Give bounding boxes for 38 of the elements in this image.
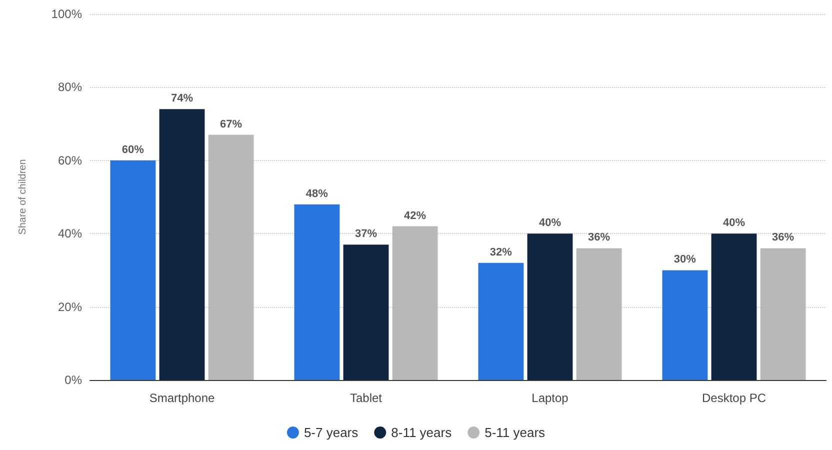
bar	[208, 134, 254, 380]
y-tick-label: 0%	[64, 373, 82, 387]
bar	[392, 226, 438, 380]
data-label: 36%	[588, 232, 610, 244]
bar	[711, 234, 757, 380]
bar	[343, 244, 389, 380]
data-label: 48%	[306, 188, 328, 200]
data-label: 60%	[122, 144, 144, 156]
data-label: 40%	[538, 217, 562, 230]
data-label: 74%	[170, 92, 194, 105]
y-tick-label: 60%	[58, 153, 82, 168]
data-label: 30%	[674, 254, 696, 266]
legend-label: 8-11 years	[391, 425, 452, 440]
data-label: 67%	[220, 118, 242, 130]
bar	[110, 160, 156, 380]
bar	[527, 234, 573, 380]
data-label: 36%	[772, 232, 794, 244]
y-tick-label: 100%	[51, 7, 82, 21]
data-label: 32%	[490, 246, 512, 258]
y-tick-label: 80%	[58, 80, 82, 94]
y-tick-label: 20%	[58, 300, 82, 314]
bar	[294, 204, 340, 380]
legend-label: 5-7 years	[304, 425, 359, 440]
x-tick-label: Smartphone	[149, 391, 216, 405]
data-label: 40%	[722, 217, 746, 230]
bar	[159, 109, 205, 380]
bar	[662, 270, 708, 380]
x-tick-label: Laptop	[532, 391, 569, 405]
bar	[576, 248, 622, 380]
y-tick-label: 40%	[58, 226, 82, 241]
data-label: 37%	[354, 228, 378, 240]
x-tick-label: Desktop PC	[702, 391, 766, 405]
data-label: 42%	[404, 210, 426, 222]
y-axis-title: Share of children	[18, 159, 28, 235]
bar	[478, 262, 524, 380]
legend-label: 5-11 years	[484, 425, 546, 440]
x-tick-label: Tablet	[350, 391, 383, 405]
bar	[760, 248, 806, 380]
